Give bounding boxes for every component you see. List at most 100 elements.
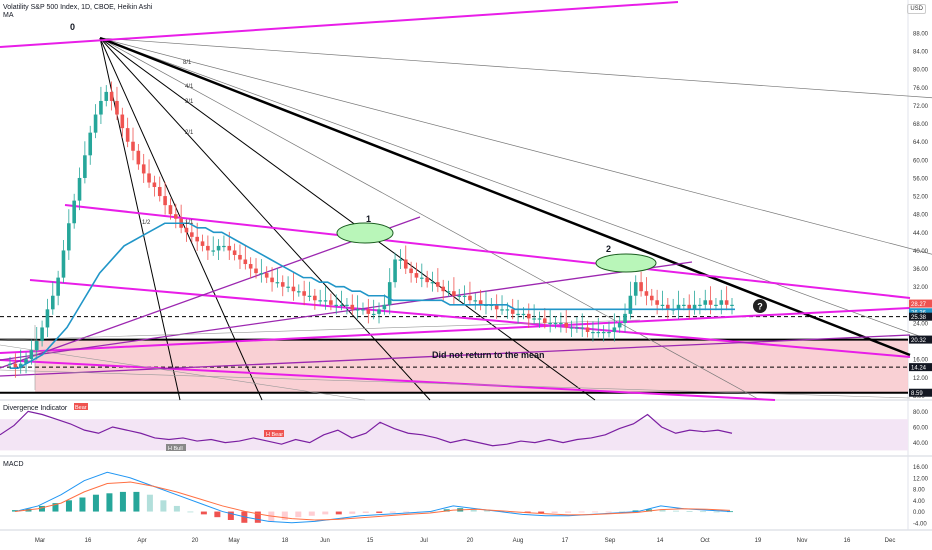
channel-line <box>0 261 693 361</box>
x-tick-label: 19 <box>755 538 762 544</box>
candle-body <box>505 309 510 311</box>
macd-bar <box>106 493 113 512</box>
macd-bar <box>713 511 720 513</box>
price-badge <box>909 388 932 397</box>
fan-ratio-label: 1/1 <box>185 220 194 226</box>
x-tick-label: Sep <box>605 538 616 544</box>
macd-bar <box>686 510 693 512</box>
candle-body <box>206 245 210 251</box>
macd-bar <box>119 491 126 512</box>
candle-body <box>420 277 424 279</box>
point-1-label: 1 <box>366 214 371 224</box>
candle-body <box>264 273 269 278</box>
candle-body <box>660 304 665 306</box>
y-tick-label: 12.00 <box>913 376 929 382</box>
candle-body <box>644 291 649 296</box>
candle-body <box>446 291 451 293</box>
question-marker <box>753 299 767 313</box>
x-tick-label: 16 <box>844 538 851 544</box>
candle-body <box>190 232 194 237</box>
candle-body <box>532 318 536 320</box>
candle-body <box>559 322 563 325</box>
price-badge-text: 14.24 <box>911 365 927 371</box>
candle-body <box>13 363 18 369</box>
x-tick-label: 17 <box>562 538 569 544</box>
ma-line <box>10 222 735 370</box>
candle-body <box>676 304 681 310</box>
candle-body <box>452 291 456 296</box>
candle-body <box>275 282 280 284</box>
candle-body <box>99 100 103 115</box>
x-tick-label: Apr <box>137 538 146 544</box>
candle-body <box>537 318 542 320</box>
candle-body <box>83 155 87 178</box>
macd-bar <box>79 497 86 512</box>
fan-line <box>99 37 431 401</box>
ma-legend: MA <box>3 12 14 19</box>
candle-body <box>601 331 606 334</box>
y-tick-label: 8.00 <box>913 488 925 494</box>
channel-line <box>0 216 421 369</box>
candle-body <box>494 304 499 310</box>
macd-bar <box>295 511 302 518</box>
candle-body <box>93 114 98 133</box>
candle-body <box>355 309 360 311</box>
trend-line <box>99 36 911 357</box>
candle-body <box>313 295 317 301</box>
candle-body <box>211 250 216 252</box>
hbull-tag <box>166 444 186 451</box>
price-badge <box>909 308 932 317</box>
y-tick-label: 60.00 <box>913 426 929 432</box>
candle-body <box>510 309 515 314</box>
candle-body <box>136 150 141 165</box>
fan-line <box>99 37 931 341</box>
candle-body <box>639 282 643 292</box>
fan-ratio-label: 4/1 <box>185 84 194 90</box>
candle-body <box>157 187 162 197</box>
candle-body <box>628 295 633 314</box>
macd-bar <box>578 511 585 513</box>
y-tick-label: 40.00 <box>913 249 929 255</box>
candle-body <box>377 309 381 314</box>
macd-bar <box>133 491 140 512</box>
x-tick-label: 20 <box>192 538 199 544</box>
y-tick-label: 88.00 <box>913 32 929 38</box>
candle-body <box>526 313 531 319</box>
candle-body <box>115 100 119 115</box>
macd-bar <box>281 511 288 520</box>
candle-body <box>409 268 413 274</box>
candle-body <box>607 331 611 334</box>
bear-tag-text: Bear <box>75 405 87 411</box>
candle-body <box>34 341 39 351</box>
macd-bar <box>65 500 72 512</box>
candle-body <box>553 322 558 325</box>
y-tick-label: 4.00 <box>913 499 925 505</box>
divergence-line <box>0 410 733 447</box>
fan-line <box>99 37 761 401</box>
macd-bar <box>308 511 315 516</box>
candle-body <box>569 327 574 329</box>
candle-body <box>259 273 264 275</box>
candle-body <box>141 164 146 174</box>
candle-body <box>543 318 547 323</box>
x-tick-label: Jul <box>420 538 428 544</box>
candle-body <box>548 322 552 325</box>
macd-bar <box>38 505 45 512</box>
price-badge <box>909 299 932 308</box>
macd-bar <box>227 511 234 520</box>
candle-body <box>366 309 371 314</box>
candle-body <box>163 196 167 206</box>
macd-bar <box>565 511 572 513</box>
y-tick-label: 80.00 <box>913 68 929 74</box>
y-tick-label: -4.00 <box>913 521 927 527</box>
y-tick-label: 0.00 <box>913 510 925 516</box>
y-tick-label: 64.00 <box>913 140 929 146</box>
macd-bar <box>254 511 261 523</box>
candle-body <box>612 327 617 332</box>
candle-body <box>286 286 290 288</box>
macd-bar <box>619 511 626 513</box>
macd-bar <box>173 505 180 512</box>
candle-body <box>387 282 392 305</box>
currency-badge[interactable]: USD <box>907 4 926 14</box>
